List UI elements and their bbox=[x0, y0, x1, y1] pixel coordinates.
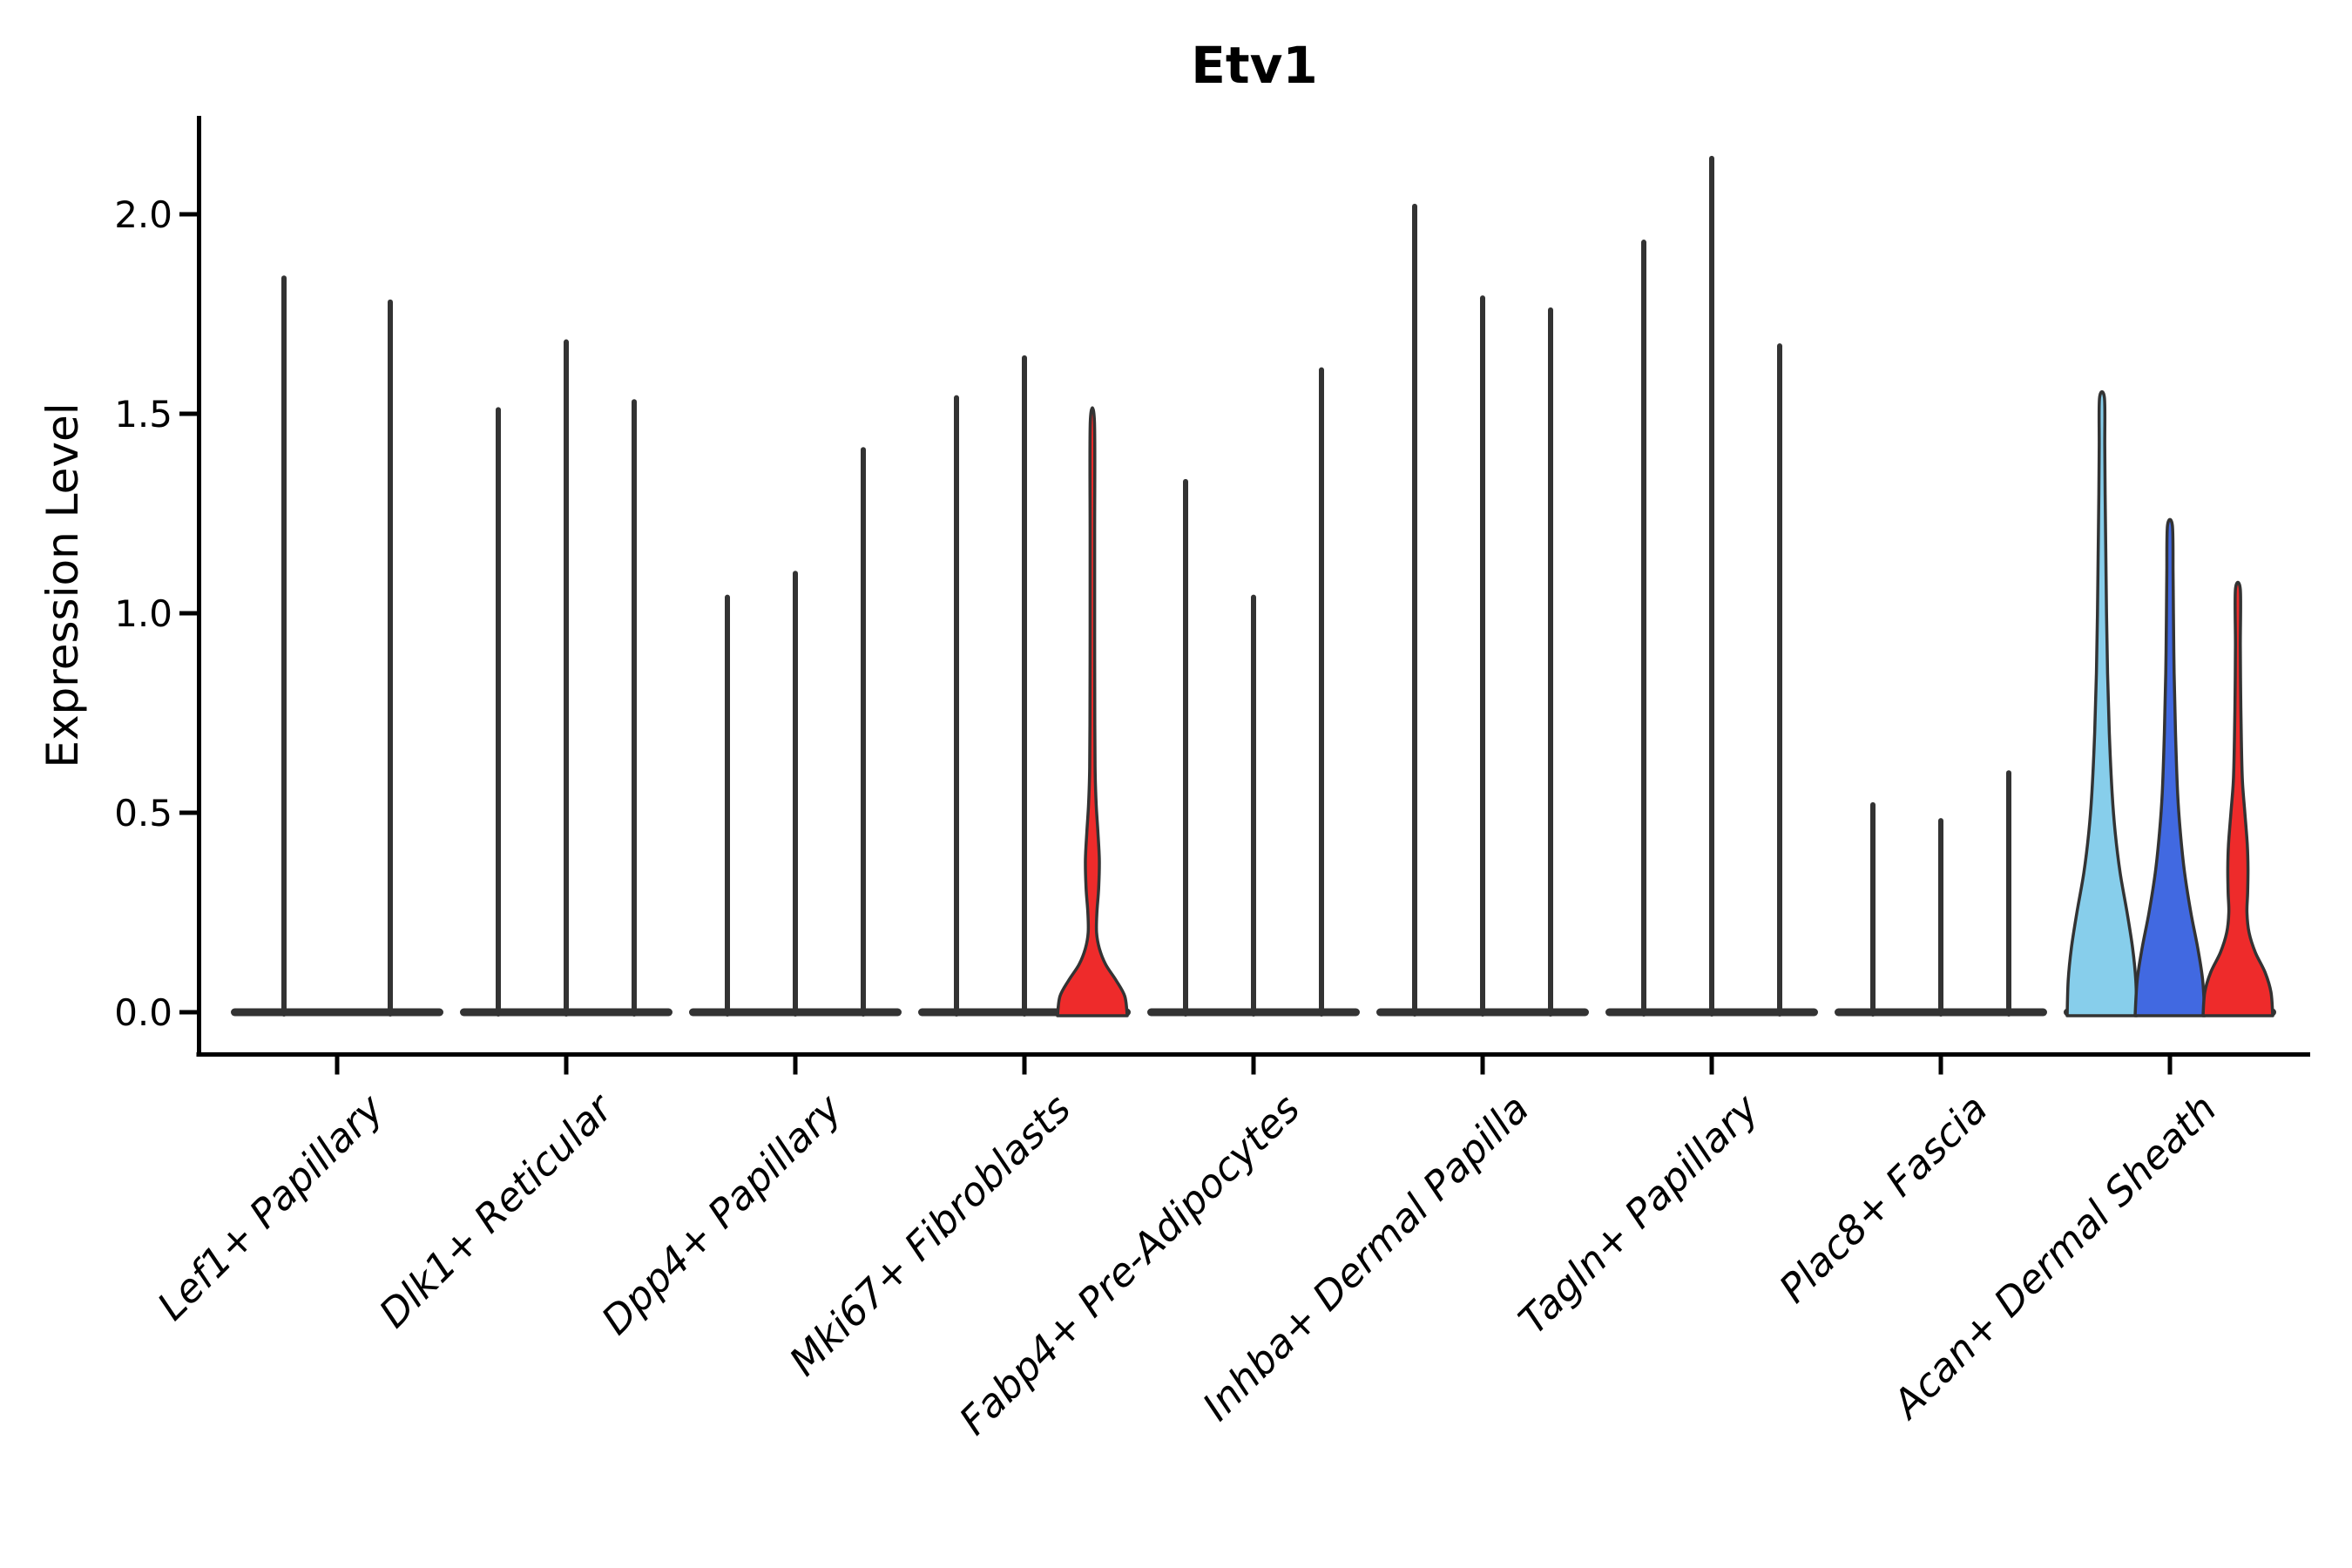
y-tick-label: 1.0 bbox=[114, 591, 172, 635]
violin-filled bbox=[2201, 580, 2274, 1017]
zero-baseline bbox=[231, 1008, 443, 1017]
y-tick-label: 2.0 bbox=[114, 193, 172, 236]
y-tick-label: 0.0 bbox=[114, 990, 172, 1034]
y-tick-label: 0.5 bbox=[114, 791, 172, 835]
violin-filled bbox=[2133, 517, 2207, 1017]
violin-filled bbox=[2065, 390, 2139, 1017]
y-tick-label: 1.5 bbox=[114, 392, 172, 436]
violin-filled bbox=[1056, 406, 1129, 1017]
chart-title: Etv1 bbox=[1191, 36, 1318, 95]
